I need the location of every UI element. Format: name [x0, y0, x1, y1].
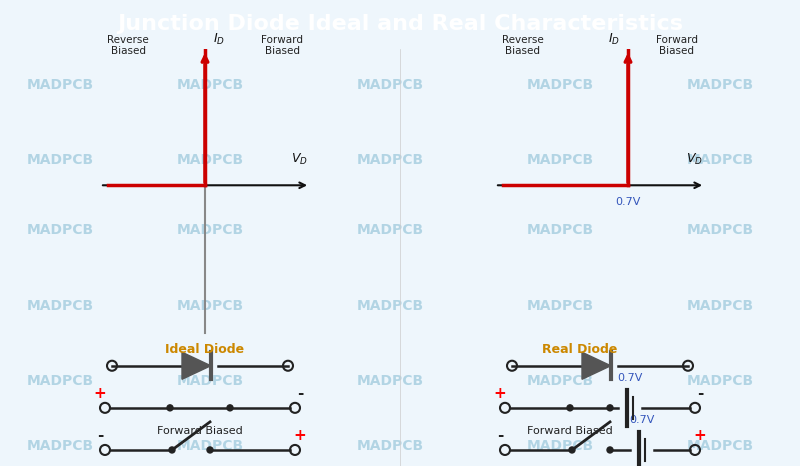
Text: MADPCB: MADPCB	[526, 374, 594, 388]
Text: MADPCB: MADPCB	[686, 223, 754, 237]
Text: +: +	[494, 386, 506, 401]
Text: MADPCB: MADPCB	[177, 78, 243, 92]
Circle shape	[567, 405, 573, 411]
Text: MADPCB: MADPCB	[26, 78, 94, 92]
Text: -: -	[697, 386, 703, 401]
Text: Reverse
Biased: Reverse Biased	[502, 35, 544, 56]
Text: MADPCB: MADPCB	[177, 439, 243, 453]
Text: MADPCB: MADPCB	[686, 153, 754, 167]
Text: Junction Diode Ideal and Real Characteristics: Junction Diode Ideal and Real Characteri…	[117, 14, 683, 34]
Text: 0.7V: 0.7V	[615, 197, 641, 207]
Text: MADPCB: MADPCB	[177, 374, 243, 388]
Circle shape	[607, 405, 613, 411]
Text: MADPCB: MADPCB	[177, 299, 243, 313]
Text: MADPCB: MADPCB	[26, 223, 94, 237]
Text: MADPCB: MADPCB	[526, 153, 594, 167]
Text: $V_D$: $V_D$	[291, 152, 308, 167]
Text: MADPCB: MADPCB	[526, 223, 594, 237]
Text: +: +	[294, 428, 306, 444]
Circle shape	[569, 447, 575, 453]
Text: MADPCB: MADPCB	[526, 439, 594, 453]
Text: MADPCB: MADPCB	[357, 374, 423, 388]
Text: MADPCB: MADPCB	[686, 439, 754, 453]
Circle shape	[227, 405, 233, 411]
Text: MADPCB: MADPCB	[686, 374, 754, 388]
Text: MADPCB: MADPCB	[357, 78, 423, 92]
Text: Reverse
Biased: Reverse Biased	[107, 35, 149, 56]
Text: 0.7V: 0.7V	[618, 373, 642, 383]
Text: -: -	[497, 428, 503, 444]
Text: MADPCB: MADPCB	[526, 78, 594, 92]
Text: MADPCB: MADPCB	[357, 223, 423, 237]
Text: MADPCB: MADPCB	[26, 439, 94, 453]
Text: MADPCB: MADPCB	[357, 153, 423, 167]
Text: -: -	[297, 386, 303, 401]
Text: $I_D$: $I_D$	[608, 32, 620, 47]
Text: MADPCB: MADPCB	[26, 374, 94, 388]
Circle shape	[207, 447, 213, 453]
Text: Forward
Biased: Forward Biased	[261, 35, 303, 56]
Text: MADPCB: MADPCB	[177, 223, 243, 237]
Text: MADPCB: MADPCB	[357, 439, 423, 453]
Text: +: +	[94, 386, 106, 401]
Text: MADPCB: MADPCB	[177, 153, 243, 167]
Circle shape	[169, 447, 175, 453]
Polygon shape	[582, 352, 611, 379]
Circle shape	[167, 405, 173, 411]
Text: $I_D$: $I_D$	[213, 32, 225, 47]
Text: Forward Biased: Forward Biased	[157, 426, 243, 436]
Text: +: +	[694, 428, 706, 444]
Text: MADPCB: MADPCB	[526, 299, 594, 313]
Text: Ideal Diode: Ideal Diode	[166, 343, 245, 356]
Text: MADPCB: MADPCB	[686, 299, 754, 313]
Circle shape	[607, 447, 613, 453]
Polygon shape	[182, 352, 211, 379]
Text: Real Diode: Real Diode	[542, 343, 618, 356]
Text: 0.7V: 0.7V	[630, 415, 654, 425]
Text: MADPCB: MADPCB	[686, 78, 754, 92]
Text: Forward Biased: Forward Biased	[527, 426, 613, 436]
Text: Forward
Biased: Forward Biased	[656, 35, 698, 56]
Text: MADPCB: MADPCB	[357, 299, 423, 313]
Text: -: -	[97, 428, 103, 444]
Text: $V_D$: $V_D$	[686, 152, 703, 167]
Text: MADPCB: MADPCB	[26, 153, 94, 167]
Text: MADPCB: MADPCB	[26, 299, 94, 313]
